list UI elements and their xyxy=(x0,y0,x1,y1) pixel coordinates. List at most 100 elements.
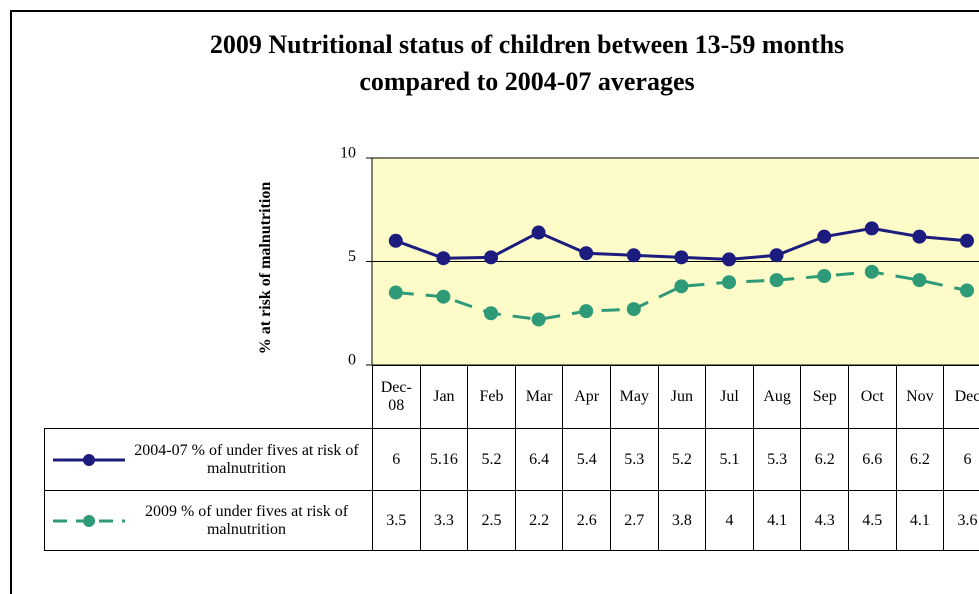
cell-text: May xyxy=(619,388,649,405)
cell-text: 2.6 xyxy=(576,511,597,529)
value-cell: 2.2 xyxy=(514,490,564,551)
cell-text: 5.2 xyxy=(481,450,502,468)
value-cell: 4.1 xyxy=(895,490,945,551)
y-tick-label: 10 xyxy=(340,145,356,162)
category-cell: Jul xyxy=(705,365,754,429)
chart-frame xyxy=(10,10,979,594)
data-point xyxy=(960,283,974,298)
value-cell: 4.5 xyxy=(848,490,897,551)
y-tick-label: 0 xyxy=(348,352,356,369)
cell-text: 3.5 xyxy=(386,511,407,529)
value-cell: 3.6 xyxy=(943,490,979,551)
category-cell: Aug xyxy=(752,365,802,429)
value-cell: 6.4 xyxy=(514,428,564,491)
value-cell: 6.6 xyxy=(848,428,897,491)
cell-text: 3.6 xyxy=(957,511,978,529)
cell-text: 6 xyxy=(392,450,401,468)
category-cell: May xyxy=(610,365,659,429)
data-point xyxy=(960,233,974,248)
cell-text: 4.5 xyxy=(862,511,883,529)
cell-text: Nov xyxy=(906,388,934,405)
data-point xyxy=(484,250,498,265)
category-cell: Dec-08 xyxy=(372,365,421,429)
cell-text: Dec-08 xyxy=(380,379,412,414)
value-cell: 6 xyxy=(372,428,421,491)
value-cell: 3.8 xyxy=(657,490,707,551)
category-cell: Oct xyxy=(848,365,897,429)
value-cell: 5.4 xyxy=(562,428,611,491)
cell-text: Jul xyxy=(720,388,739,405)
legend-marker xyxy=(53,453,125,466)
data-point xyxy=(912,273,927,288)
value-cell: 5.3 xyxy=(610,428,659,491)
data-point xyxy=(626,248,641,263)
cell-text: Mar xyxy=(525,388,553,405)
value-cell: 2.5 xyxy=(467,490,516,551)
data-point xyxy=(817,229,832,244)
legend-dot xyxy=(83,514,95,527)
category-cell: Jan xyxy=(419,365,469,429)
category-cell: Nov xyxy=(895,365,945,429)
cell-text: 5.3 xyxy=(624,450,645,468)
data-point xyxy=(817,268,832,283)
y-tick-label: 5 xyxy=(348,248,356,265)
cell-text: 4 xyxy=(725,511,734,529)
value-cell: 5.16 xyxy=(419,428,469,491)
value-cell: 6 xyxy=(943,428,979,491)
category-cell: Dec xyxy=(943,365,979,429)
category-cell: Jun xyxy=(657,365,707,429)
data-point xyxy=(531,312,546,327)
cell-text: 6.2 xyxy=(909,450,930,468)
cell-text: 5.16 xyxy=(429,450,458,468)
category-cell: Apr xyxy=(562,365,611,429)
value-cell: 5.2 xyxy=(467,428,516,491)
cell-text: Jan xyxy=(433,388,455,405)
value-cell: 4.3 xyxy=(800,490,849,551)
category-cell: Feb xyxy=(467,365,516,429)
data-point xyxy=(864,264,879,279)
cell-text: 2.2 xyxy=(529,511,550,529)
value-cell: 2.6 xyxy=(562,490,611,551)
data-point xyxy=(579,304,594,319)
data-point xyxy=(436,251,451,266)
data-point xyxy=(769,248,784,263)
category-cell: Mar xyxy=(514,365,564,429)
cell-text: 3.3 xyxy=(433,511,454,529)
cell-text: 4.1 xyxy=(909,511,930,529)
data-point xyxy=(579,246,594,261)
cell-text: Dec xyxy=(954,388,979,405)
cell-text: 6.6 xyxy=(862,450,883,468)
cell-text: Jun xyxy=(670,388,693,405)
data-point xyxy=(626,302,641,317)
value-cell: 3.3 xyxy=(419,490,469,551)
cell-text: 4.1 xyxy=(767,511,788,529)
category-cell: Sep xyxy=(800,365,849,429)
legend-marker xyxy=(53,514,125,527)
cell-text: Sep xyxy=(812,388,837,405)
legend-cell: 2009 % of under fives at risk of malnutr… xyxy=(44,490,373,551)
legend-label: 2009 % of under fives at risk of malnutr… xyxy=(144,502,349,538)
data-point xyxy=(769,273,784,288)
value-cell: 5.1 xyxy=(705,428,754,491)
legend-label: 2004-07 % of under fives at risk of maln… xyxy=(134,441,359,477)
data-point xyxy=(912,229,927,244)
cell-text: 6 xyxy=(963,450,972,468)
data-point xyxy=(722,252,736,267)
cell-text: Oct xyxy=(860,388,884,405)
cell-text: 4.3 xyxy=(814,511,835,529)
legend-dot xyxy=(83,453,95,466)
cell-text: 2.7 xyxy=(624,511,645,529)
cell-text: 5.2 xyxy=(671,450,692,468)
cell-text: 3.8 xyxy=(671,511,692,529)
value-cell: 5.2 xyxy=(657,428,707,491)
value-cell: 4.1 xyxy=(752,490,802,551)
data-point xyxy=(436,289,451,304)
chart-title: 2009 Nutritional status of children betw… xyxy=(209,30,845,96)
cell-text: 5.3 xyxy=(767,450,788,468)
data-point xyxy=(388,233,403,248)
value-cell: 4 xyxy=(705,490,754,551)
cell-text: Apr xyxy=(574,388,600,405)
legend-cell: 2004-07 % of under fives at risk of maln… xyxy=(44,428,373,491)
data-point xyxy=(484,306,498,321)
